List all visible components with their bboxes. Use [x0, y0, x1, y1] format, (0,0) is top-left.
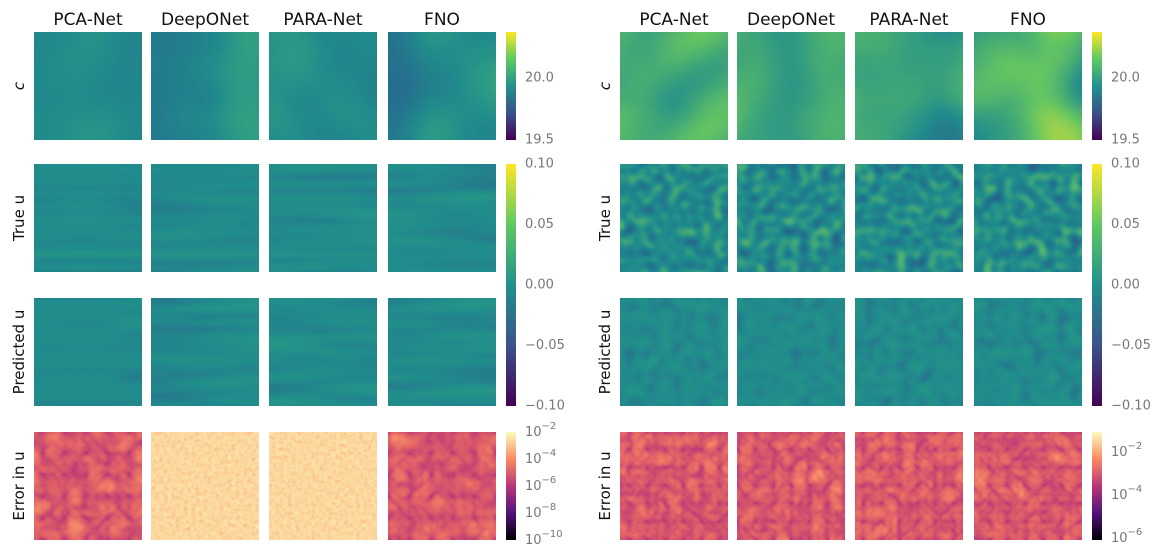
heatmap-panel — [151, 32, 259, 140]
heatmap-panel — [388, 298, 496, 406]
column-title: PARA-Net — [283, 10, 362, 30]
heatmap-panel — [974, 164, 1082, 272]
column-title: PCA-Net — [639, 10, 709, 30]
colorbar-tick-label: −0.05 — [525, 338, 565, 353]
colorbar-tick-label: −0.10 — [525, 399, 565, 414]
row-label: Predicted u — [596, 310, 614, 395]
tick-exponent: −8 — [542, 502, 557, 513]
colorbar-tick-label: 0.10 — [525, 157, 554, 172]
colorbar-tick-label: 20.0 — [1111, 71, 1140, 86]
heatmap-panel — [620, 298, 728, 406]
heatmap-panel — [34, 32, 142, 140]
heatmap-panel — [269, 164, 377, 272]
row-label: c — [596, 81, 614, 90]
heatmap-panel — [737, 164, 845, 272]
tick-base: 10 — [525, 506, 542, 521]
tick-base: 10 — [525, 479, 542, 494]
heatmap-panel — [620, 32, 728, 140]
colorbar-tick-label: 10−6 — [1111, 527, 1142, 546]
row-label: c — [10, 81, 28, 90]
tick-base: 10 — [1111, 531, 1128, 546]
tick-base: 10 — [1111, 488, 1128, 503]
tick-exponent: −4 — [542, 448, 557, 459]
colorbar-tick-label: −0.10 — [1111, 399, 1151, 414]
column-title: DeepONet — [161, 10, 249, 30]
column-title: FNO — [1010, 10, 1046, 30]
tick-exponent: −10 — [542, 529, 563, 540]
colorbar-tick-label: 10−8 — [525, 502, 556, 521]
colorbar-tick-label: 10−4 — [1111, 484, 1142, 503]
heatmap-panel — [974, 32, 1082, 140]
colorbar-tick-label: 0.05 — [525, 217, 554, 232]
row-label: Error in u — [596, 451, 614, 520]
colorbar — [1092, 432, 1102, 540]
tick-exponent: −2 — [1128, 441, 1143, 452]
heatmap-panel — [620, 164, 728, 272]
colorbar — [506, 164, 516, 406]
heatmap-panel — [151, 164, 259, 272]
heatmap-panel — [737, 432, 845, 540]
tick-base: 10 — [525, 452, 542, 467]
colorbar-tick-label: −0.05 — [1111, 338, 1151, 353]
colorbar — [1092, 164, 1102, 406]
heatmap-panel — [737, 298, 845, 406]
tick-exponent: −6 — [542, 475, 557, 486]
row-label: True u — [596, 195, 614, 242]
heatmap-panel — [34, 298, 142, 406]
colorbar-tick-label: 19.5 — [525, 133, 554, 148]
colorbar-tick-label: 20.0 — [525, 71, 554, 86]
tick-exponent: −4 — [1128, 484, 1143, 495]
colorbar — [506, 432, 516, 540]
colorbar-tick-label: 10−2 — [1111, 441, 1142, 460]
column-title: DeepONet — [747, 10, 835, 30]
heatmap-panel — [269, 32, 377, 140]
colorbar-tick-label: 0.05 — [1111, 217, 1140, 232]
colorbar-tick-label: 0.00 — [525, 278, 554, 293]
colorbar — [506, 32, 516, 140]
heatmap-panel — [269, 432, 377, 540]
heatmap-panel — [388, 432, 496, 540]
heatmap-panel — [855, 298, 963, 406]
column-title: FNO — [424, 10, 460, 30]
tick-base: 10 — [525, 533, 542, 548]
colorbar-tick-label: 10−4 — [525, 448, 556, 467]
heatmap-panel — [388, 32, 496, 140]
heatmap-panel — [737, 32, 845, 140]
heatmap-panel — [855, 164, 963, 272]
heatmap-panel — [388, 164, 496, 272]
heatmap-panel — [855, 432, 963, 540]
heatmap-panel — [620, 432, 728, 540]
tick-base: 10 — [1111, 445, 1128, 460]
heatmap-panel — [855, 32, 963, 140]
colorbar-tick-label: 10−6 — [525, 475, 556, 494]
heatmap-panel — [34, 432, 142, 540]
heatmap-panel — [974, 298, 1082, 406]
heatmap-panel — [974, 432, 1082, 540]
colorbar-tick-label: 0.00 — [1111, 278, 1140, 293]
tick-base: 10 — [525, 425, 542, 440]
tick-exponent: −2 — [542, 421, 557, 432]
heatmap-panel — [269, 298, 377, 406]
colorbar-tick-label: 10−10 — [525, 529, 563, 548]
column-title: PARA-Net — [869, 10, 948, 30]
colorbar-tick-label: 19.5 — [1111, 133, 1140, 148]
row-label: Error in u — [10, 451, 28, 520]
tick-exponent: −6 — [1128, 527, 1143, 538]
colorbar-tick-label: 10−2 — [525, 421, 556, 440]
row-label: True u — [10, 195, 28, 242]
heatmap-panel — [34, 164, 142, 272]
heatmap-panel — [151, 432, 259, 540]
heatmap-panel — [151, 298, 259, 406]
column-title: PCA-Net — [53, 10, 123, 30]
colorbar — [1092, 32, 1102, 140]
colorbar-tick-label: 0.10 — [1111, 157, 1140, 172]
row-label: Predicted u — [10, 310, 28, 395]
